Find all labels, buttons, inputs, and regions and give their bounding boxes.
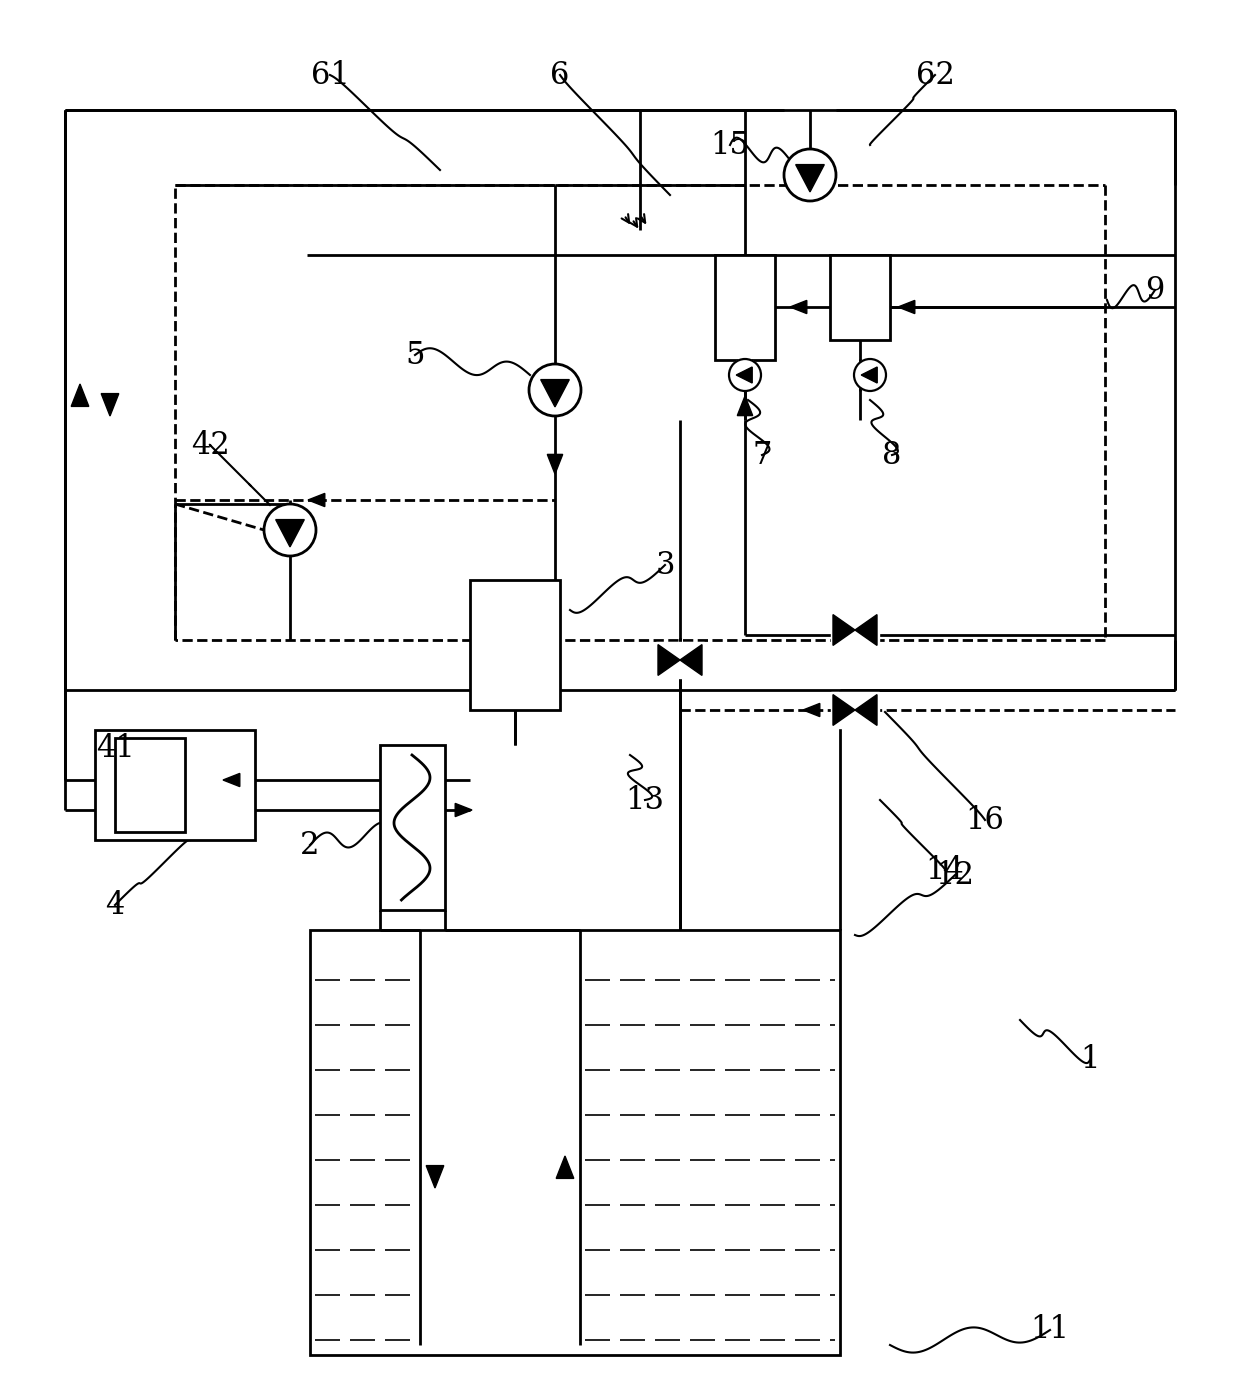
Polygon shape	[71, 383, 89, 407]
Polygon shape	[223, 774, 239, 786]
Polygon shape	[856, 615, 877, 645]
Polygon shape	[898, 300, 915, 314]
Text: 5: 5	[405, 340, 425, 371]
Bar	[310, 930, 839, 1355]
Polygon shape	[856, 694, 877, 725]
Bar	[115, 737, 185, 832]
Circle shape	[854, 360, 887, 390]
Polygon shape	[656, 643, 704, 677]
Polygon shape	[833, 694, 856, 725]
Text: 41: 41	[95, 732, 134, 764]
Circle shape	[529, 364, 582, 415]
Polygon shape	[275, 520, 304, 546]
Polygon shape	[658, 644, 680, 676]
Text: 61: 61	[310, 60, 350, 91]
Polygon shape	[790, 300, 807, 314]
Polygon shape	[862, 367, 877, 383]
Polygon shape	[308, 493, 325, 506]
Text: 14: 14	[925, 855, 965, 885]
Text: 13: 13	[625, 785, 665, 815]
Bar	[715, 255, 775, 360]
Polygon shape	[737, 367, 753, 383]
Polygon shape	[427, 1165, 444, 1188]
Text: 7: 7	[753, 439, 771, 471]
Text: 9: 9	[1146, 275, 1164, 305]
Polygon shape	[738, 396, 753, 415]
Text: 42: 42	[191, 429, 229, 460]
Polygon shape	[557, 1156, 574, 1178]
Text: 1: 1	[1080, 1044, 1100, 1076]
Polygon shape	[831, 612, 879, 648]
Circle shape	[729, 360, 761, 390]
Polygon shape	[455, 803, 472, 817]
Polygon shape	[547, 454, 563, 474]
Bar	[95, 730, 255, 841]
Polygon shape	[541, 379, 569, 407]
Polygon shape	[102, 393, 119, 415]
Text: 3: 3	[655, 549, 675, 580]
Bar	[379, 744, 445, 910]
Polygon shape	[796, 164, 825, 192]
Text: 8: 8	[883, 439, 901, 471]
Polygon shape	[680, 644, 702, 676]
Text: 62: 62	[915, 60, 955, 91]
Text: 2: 2	[300, 829, 320, 860]
Circle shape	[264, 505, 316, 556]
Text: 11: 11	[1030, 1315, 1069, 1345]
Text: 12: 12	[935, 860, 975, 891]
Text: 6: 6	[551, 60, 569, 91]
Text: 15: 15	[711, 130, 749, 160]
Text: 4: 4	[105, 889, 125, 920]
Circle shape	[784, 149, 836, 201]
Polygon shape	[833, 615, 856, 645]
Bar	[830, 255, 890, 340]
Bar	[470, 580, 560, 710]
Polygon shape	[804, 704, 820, 717]
Text: 16: 16	[966, 804, 1004, 835]
Polygon shape	[831, 693, 879, 728]
